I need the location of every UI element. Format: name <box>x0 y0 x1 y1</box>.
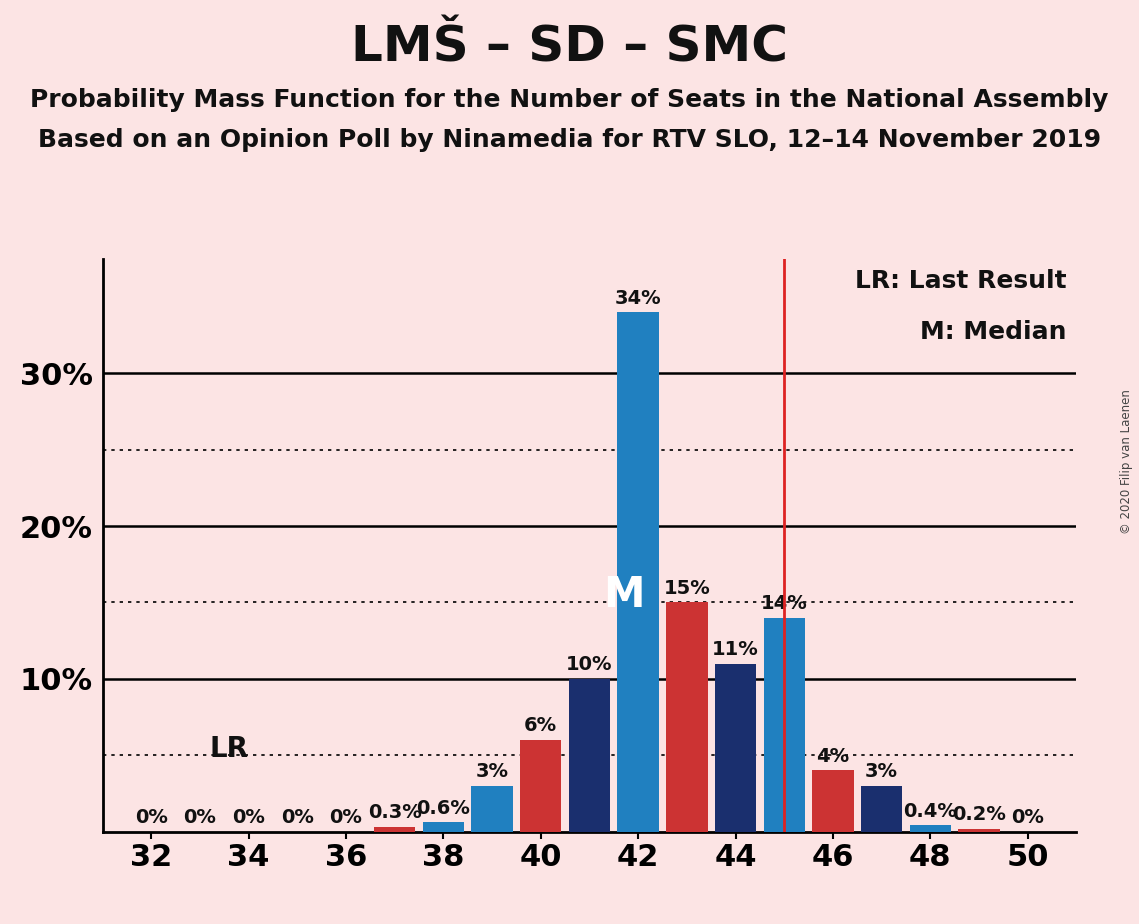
Text: 0.4%: 0.4% <box>903 802 957 821</box>
Bar <box>666 602 707 832</box>
Text: 0.6%: 0.6% <box>417 799 470 818</box>
Bar <box>568 679 611 832</box>
Bar <box>715 663 756 832</box>
Text: © 2020 Filip van Laenen: © 2020 Filip van Laenen <box>1121 390 1133 534</box>
Text: 11%: 11% <box>712 640 759 659</box>
Bar <box>617 312 658 832</box>
Text: 0%: 0% <box>134 808 167 827</box>
Text: LR: LR <box>210 736 248 763</box>
Text: 6%: 6% <box>524 716 557 736</box>
Text: 34%: 34% <box>615 288 662 308</box>
Text: 3%: 3% <box>476 762 508 781</box>
Text: M: M <box>603 574 645 615</box>
Bar <box>472 785 513 832</box>
Text: 0.3%: 0.3% <box>368 804 421 822</box>
Bar <box>374 827 416 832</box>
Text: 0.2%: 0.2% <box>952 805 1006 824</box>
Text: Based on an Opinion Poll by Ninamedia for RTV SLO, 12–14 November 2019: Based on an Opinion Poll by Ninamedia fo… <box>38 128 1101 152</box>
Text: LMŠ – SD – SMC: LMŠ – SD – SMC <box>351 23 788 71</box>
Text: 14%: 14% <box>761 594 808 614</box>
Text: 0%: 0% <box>329 808 362 827</box>
Text: 15%: 15% <box>663 578 711 598</box>
Bar <box>861 785 902 832</box>
Bar <box>812 771 853 832</box>
Bar <box>910 825 951 832</box>
Text: 3%: 3% <box>866 762 898 781</box>
Text: 0%: 0% <box>1011 808 1044 827</box>
Bar <box>423 822 464 832</box>
Text: 4%: 4% <box>817 747 850 766</box>
Text: Probability Mass Function for the Number of Seats in the National Assembly: Probability Mass Function for the Number… <box>31 88 1108 112</box>
Text: M: Median: M: Median <box>920 320 1066 344</box>
Text: 10%: 10% <box>566 655 613 675</box>
Text: 0%: 0% <box>232 808 265 827</box>
Text: 0%: 0% <box>183 808 216 827</box>
Bar <box>958 829 1000 832</box>
Text: LR: Last Result: LR: Last Result <box>855 270 1066 294</box>
Bar <box>521 740 562 832</box>
Bar <box>763 618 805 832</box>
Text: 0%: 0% <box>281 808 313 827</box>
